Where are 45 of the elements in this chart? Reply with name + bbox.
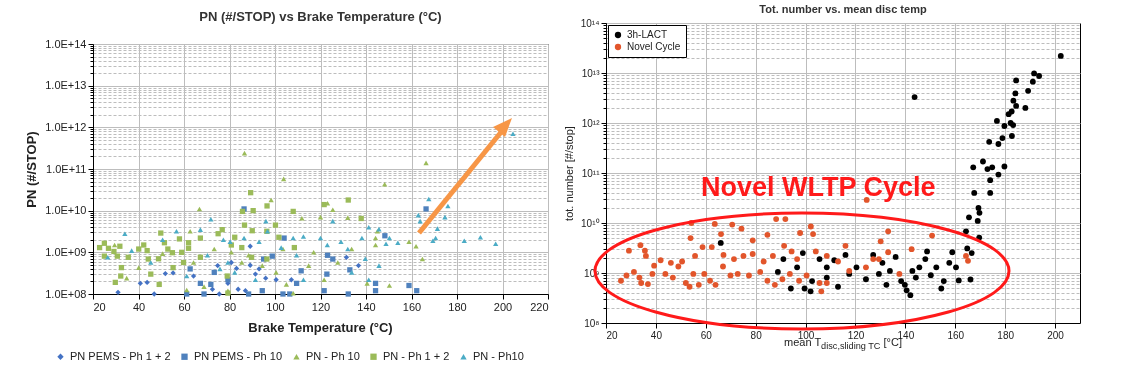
legend-label: PN PEMS - Ph 10 [194, 349, 283, 362]
x-tick-label: 120 [847, 329, 865, 341]
y-tick-label: 10¹² [581, 117, 601, 129]
x-tick-label: 40 [650, 329, 663, 341]
x-tick-label: 220 [530, 300, 549, 313]
x-tick-label: 140 [357, 300, 376, 313]
y-tick-label: 10¹⁰ [581, 217, 600, 229]
x-tick-label: 180 [997, 329, 1015, 341]
y-tick-label: 1.0E+13 [45, 79, 87, 92]
chart-title: PN (#/STOP) vs Brake Temperature (°C) [199, 9, 442, 24]
y-tick-label: 1.0E+09 [45, 245, 87, 258]
x-tick-label: 20 [93, 300, 106, 313]
x-tick-label: 100 [266, 300, 285, 313]
y-tick-label: 10⁸ [584, 317, 600, 329]
x-tick-label: 60 [178, 300, 191, 313]
y-axis-title: PN (#/STOP) [24, 131, 40, 208]
x-tick-label: 20 [606, 329, 619, 341]
chart-title: Tot. number vs. mean disc temp [759, 3, 927, 15]
legend-label: PN - Ph 10 [306, 349, 360, 362]
x-tick-label: 180 [448, 300, 467, 313]
y-tick-label: 1.0E+08 [45, 287, 87, 300]
y-tick-label: 10¹³ [581, 67, 601, 79]
y-axis-title: tot. number [#/stop] [562, 126, 575, 221]
x-tick-label: 200 [493, 300, 513, 313]
y-tick-label: 10¹⁴ [580, 17, 600, 29]
y-tick-label: 1.0E+10 [45, 204, 87, 217]
x-tick-label: 40 [132, 300, 146, 313]
x-tick-label: 200 [1047, 329, 1065, 341]
x-tick-label: 160 [402, 300, 422, 313]
x-tick-label: 120 [311, 300, 331, 313]
legend-label: Novel Cycle [627, 41, 681, 52]
x-axis-title: Brake Temperature (°C) [248, 320, 393, 335]
y-tick-label: 10¹¹ [581, 167, 601, 179]
legend-label: PN PEMS - Ph 1 + 2 [70, 349, 171, 362]
legend-label: PN - Ph 1 + 2 [383, 349, 450, 362]
y-tick-label: 1.0E+11 [46, 162, 87, 175]
x-tick-label: 60 [700, 329, 713, 341]
legend-label: 3h-LACT [627, 29, 668, 40]
annotation: Novel WLTP Cycle [701, 172, 936, 203]
y-tick-label: 1.0E+14 [45, 37, 87, 50]
y-tick-label: 1.0E+12 [45, 120, 87, 133]
x-tick-label: 160 [947, 329, 965, 341]
x-tick-label: 80 [223, 300, 237, 313]
legend-label: PN - Ph10 [473, 349, 524, 362]
x-tick-label: 80 [750, 329, 763, 341]
